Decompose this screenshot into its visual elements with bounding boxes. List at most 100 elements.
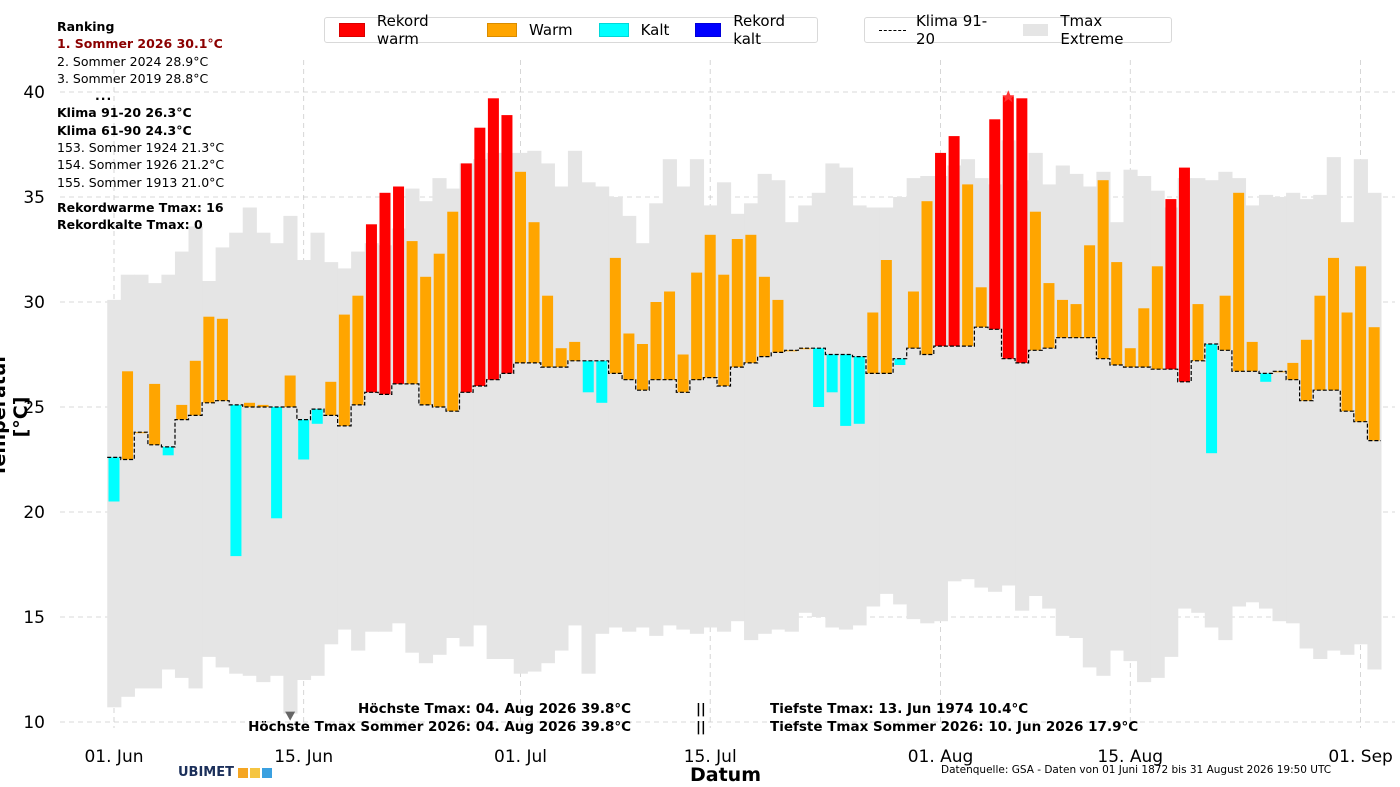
klima-9120-mean: Klima 91-20 26.3°C [57,105,192,121]
extreme-column [974,178,989,588]
tmax-bar [433,253,445,407]
x-tick-label-6: 01. Sep [1328,747,1392,767]
legend-reference: Klima 91-20 Tmax Extreme [864,12,1172,48]
extreme-column [581,182,596,674]
extreme-column [893,197,908,605]
y-tick-label-25: 25 [23,398,45,418]
y-tick-label-10: 10 [23,713,45,733]
legend-item-kalt: Kalt [598,21,669,39]
kalt-swatch [598,23,629,37]
y-tick-label-20: 20 [23,503,45,523]
tmax-bar [758,276,770,357]
extreme-column [649,203,664,636]
tmax-bar [460,163,472,393]
tmax-bar [1314,295,1326,391]
tmax-bar [257,404,269,407]
extreme-column [134,274,149,689]
ranking-1: 1. Sommer 2026 30.1°C [57,36,223,52]
tmax-bar [365,224,377,393]
ranking-153: 153. Sommer 1924 21.3°C [57,140,225,156]
y-tick-label-30: 30 [23,293,45,313]
y-axis-title: Temperatur [°C] [0,353,32,477]
extreme-column [554,186,569,651]
tmax-bar [311,409,323,424]
extreme-column [296,260,312,680]
tmax-bar [1016,98,1028,363]
tmax-bar [677,354,689,393]
y-tick-labels: 10 15 20 25 30 35 40 [23,83,45,733]
tmax-bar [420,276,432,405]
x-tick-label-3: 15. Jul [684,747,737,767]
tmax-bar [487,98,499,380]
extreme-column [1042,184,1057,609]
logo-rain-icon [262,767,272,778]
tmax-bar [1070,304,1082,338]
tmax-bar [989,119,1001,330]
extreme-column [310,232,325,676]
tmax-bar [623,333,635,380]
tmax-bar [1124,348,1136,368]
klima-6190-mean: Klima 61-90 24.3°C [57,122,192,138]
extreme-column [1150,190,1165,678]
tmax-bar [650,302,662,380]
tmax-bar [948,136,960,347]
tmax-bar [216,318,228,401]
extreme-column [1191,178,1206,613]
extreme-column [1055,165,1070,636]
tmax-bar [664,291,676,380]
tmax-bar [149,383,161,445]
tmax-bar [528,222,540,363]
logo-cloud-icon [250,767,260,778]
tmax-bar [718,274,730,386]
ranking-panel: Ranking 1. Sommer 2026 30.1°C 2. Sommer … [57,18,224,234]
tmax-bar [501,115,513,374]
extreme-column [1299,199,1314,649]
tmax-bar [1246,341,1258,372]
extreme-column [107,299,122,708]
tmax-bar [731,239,743,368]
tmax-bar [406,241,418,384]
legend-item-klima: Klima 91-20 [879,12,997,48]
extreme-markers [285,90,1015,721]
extreme-column [1069,173,1084,638]
extreme-column [324,262,339,645]
tmax-bar [1151,266,1163,370]
extreme-column [1123,169,1138,662]
rekord-kalt-swatch [695,23,722,37]
tmax-bar [1111,262,1123,365]
warm-swatch [487,23,517,37]
tmax-bar [1287,362,1299,380]
tmax-bar [1138,308,1150,368]
extreme-column [567,150,583,626]
x-tick-label-4: 01. Aug [908,747,974,767]
legend-label-warm: Warm [529,21,573,39]
extreme-column [188,226,203,689]
extreme-column [1245,205,1260,603]
tmax-bar [1233,192,1245,372]
extreme-column [1137,176,1152,683]
tmax-bar [230,404,242,557]
klima-line [107,326,1381,461]
tmax-bar [1043,283,1055,349]
extreme-column [147,283,163,689]
extreme-column [1272,197,1287,622]
klima-dash-swatch [879,29,906,31]
extreme-column [1326,157,1341,651]
extreme-column [540,163,555,664]
rekordwarme-count: Rekordwarme Tmax: 16 [57,199,224,215]
extreme-column [418,201,434,664]
extreme-column [676,186,691,630]
legend-item-extreme: Tmax Extreme [1023,12,1159,48]
extreme-column [622,215,637,632]
x-tick-label-0: 01. Jun [84,747,143,767]
tmax-bar [244,402,255,407]
tmax-bar [907,291,919,349]
x-tick-label-2: 01. Jul [494,747,547,767]
separator-2: || [696,719,706,735]
tmax-bar [1165,199,1177,370]
tmax-bar [108,457,120,502]
rekord-warm-swatch [339,23,365,37]
tmax-bar [515,171,526,363]
extreme-column [161,274,176,670]
